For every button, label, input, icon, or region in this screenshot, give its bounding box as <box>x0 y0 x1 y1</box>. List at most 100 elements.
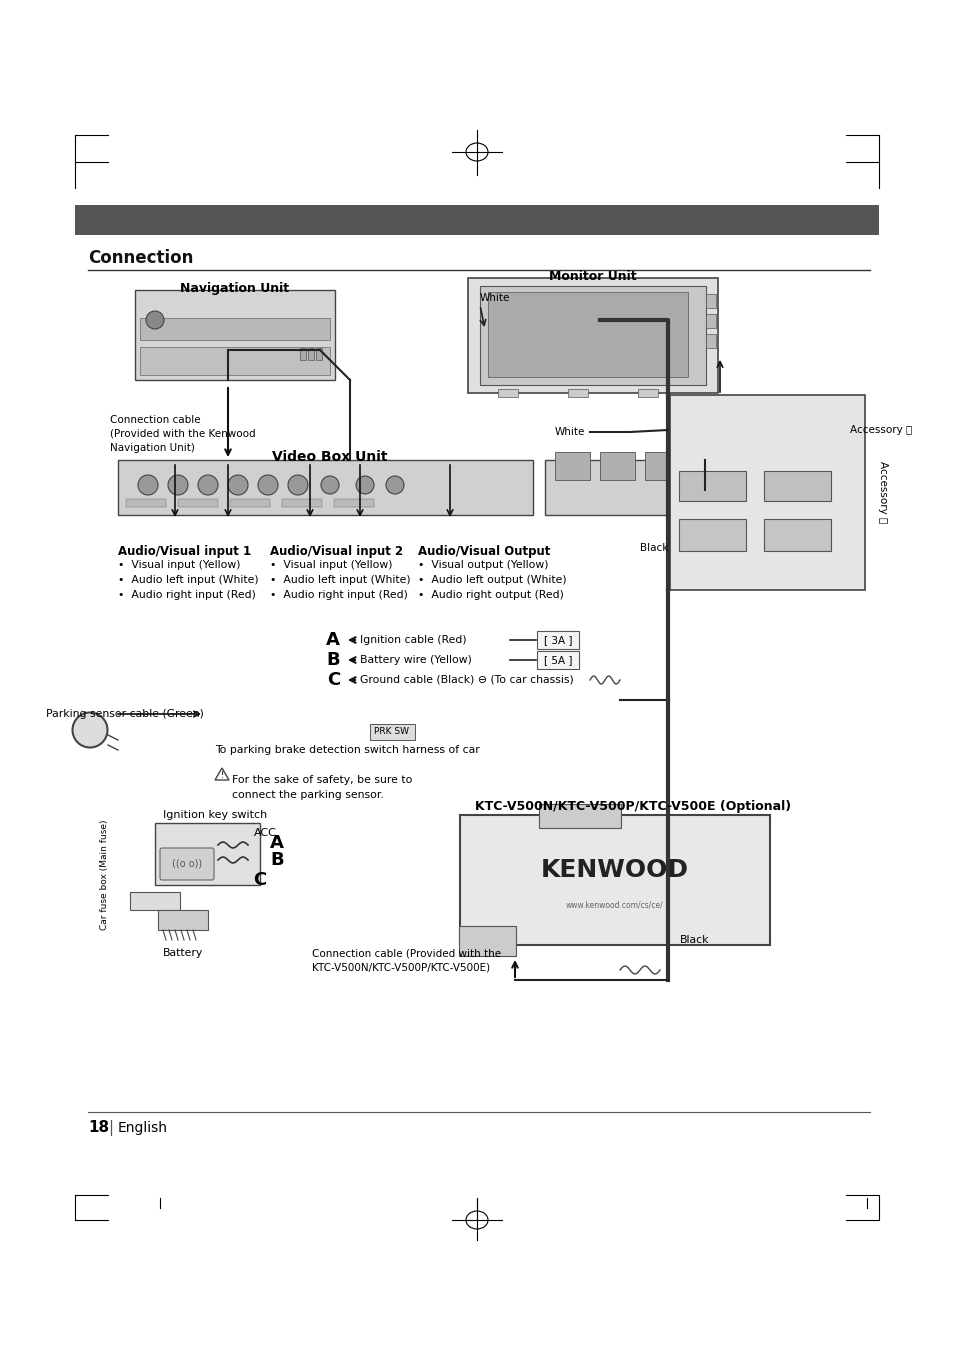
Bar <box>497 389 517 397</box>
Text: connect the parking sensor.: connect the parking sensor. <box>232 790 383 801</box>
Text: Ignition cable (Red): Ignition cable (Red) <box>359 634 466 645</box>
FancyBboxPatch shape <box>763 471 830 501</box>
FancyBboxPatch shape <box>135 290 335 379</box>
Bar <box>705 315 716 328</box>
Text: •  Audio left input (White): • Audio left input (White) <box>270 575 410 585</box>
Text: B: B <box>270 850 283 869</box>
Text: C: C <box>253 871 266 890</box>
FancyBboxPatch shape <box>537 651 578 670</box>
Text: www.kenwood.com/cs/ce/: www.kenwood.com/cs/ce/ <box>565 900 663 910</box>
Text: Video Box Unit: Video Box Unit <box>272 450 387 464</box>
Text: Accessory Ⓐ: Accessory Ⓐ <box>877 462 887 524</box>
FancyBboxPatch shape <box>468 278 718 393</box>
Text: Audio/Visual Output: Audio/Visual Output <box>417 545 550 558</box>
Text: •  Audio right output (Red): • Audio right output (Red) <box>417 590 563 599</box>
Text: Accessory Ⓑ: Accessory Ⓑ <box>849 425 911 435</box>
Bar <box>488 292 687 377</box>
Ellipse shape <box>228 475 248 495</box>
Text: English: English <box>118 1120 168 1135</box>
Text: A: A <box>326 630 339 649</box>
Bar <box>75 205 878 235</box>
Text: Navigation Unit: Navigation Unit <box>180 282 290 296</box>
Text: Car fuse box (Main fuse): Car fuse box (Main fuse) <box>100 819 110 930</box>
Text: KENWOOD: KENWOOD <box>540 859 688 882</box>
FancyBboxPatch shape <box>160 848 213 880</box>
Text: •  Visual input (Yellow): • Visual input (Yellow) <box>118 560 240 570</box>
Text: •  Audio left input (White): • Audio left input (White) <box>118 575 258 585</box>
Text: Ignition key switch: Ignition key switch <box>163 810 267 819</box>
Text: !: ! <box>220 771 223 780</box>
Bar <box>567 389 587 397</box>
Text: Connection cable (Provided with the
KTC-V500N/KTC-V500P/KTC-V500E): Connection cable (Provided with the KTC-… <box>312 948 500 972</box>
Text: ((o o)): ((o o)) <box>172 859 202 869</box>
Bar <box>140 319 330 340</box>
Bar <box>705 333 716 348</box>
Text: To parking brake detection switch harness of car: To parking brake detection switch harnes… <box>214 745 479 755</box>
Text: Battery wire (Yellow): Battery wire (Yellow) <box>359 655 472 666</box>
Bar <box>705 294 716 308</box>
Text: Parking sensor cable (Green): Parking sensor cable (Green) <box>46 709 204 720</box>
Text: Monitor Unit: Monitor Unit <box>549 270 637 284</box>
FancyBboxPatch shape <box>669 396 864 590</box>
Text: Connection: Connection <box>88 248 193 267</box>
Text: Audio/Visual input 2: Audio/Visual input 2 <box>270 545 403 558</box>
Ellipse shape <box>72 713 108 748</box>
Bar <box>644 452 679 481</box>
Text: White: White <box>554 427 584 437</box>
Bar <box>299 348 306 360</box>
FancyBboxPatch shape <box>544 460 704 514</box>
Ellipse shape <box>355 477 374 494</box>
Ellipse shape <box>146 310 164 329</box>
Text: •  Visual output (Yellow): • Visual output (Yellow) <box>417 560 548 570</box>
Text: For the sake of safety, be sure to: For the sake of safety, be sure to <box>232 775 412 784</box>
FancyBboxPatch shape <box>679 518 745 551</box>
Text: [ 5A ]: [ 5A ] <box>543 655 572 666</box>
Text: Battery: Battery <box>163 948 203 958</box>
Text: C: C <box>327 671 339 689</box>
Bar <box>130 892 180 910</box>
Text: KTC-V500N/KTC-V500P/KTC-V500E (Optional): KTC-V500N/KTC-V500P/KTC-V500E (Optional) <box>475 801 790 813</box>
Bar <box>370 724 415 740</box>
Bar <box>334 500 374 508</box>
Bar <box>599 452 635 481</box>
FancyBboxPatch shape <box>538 805 620 828</box>
Bar <box>158 910 208 930</box>
FancyBboxPatch shape <box>458 926 516 956</box>
Ellipse shape <box>138 475 158 495</box>
Bar <box>140 347 330 375</box>
Ellipse shape <box>320 477 338 494</box>
Text: Black: Black <box>639 543 667 554</box>
Text: Connection cable
(Provided with the Kenwood
Navigation Unit): Connection cable (Provided with the Kenw… <box>110 414 255 454</box>
Bar <box>555 452 589 481</box>
Text: PRK SW: PRK SW <box>375 728 409 737</box>
Bar <box>308 348 314 360</box>
Ellipse shape <box>386 477 403 494</box>
Text: Audio/Visual input 1: Audio/Visual input 1 <box>118 545 251 558</box>
Text: •  Audio right input (Red): • Audio right input (Red) <box>118 590 255 599</box>
Text: •  Audio left output (White): • Audio left output (White) <box>417 575 566 585</box>
FancyBboxPatch shape <box>763 518 830 551</box>
Text: White: White <box>479 293 510 302</box>
Text: 18: 18 <box>88 1120 109 1135</box>
Ellipse shape <box>288 475 308 495</box>
Text: A: A <box>270 834 284 852</box>
Ellipse shape <box>168 475 188 495</box>
Text: ACC: ACC <box>253 828 276 838</box>
Ellipse shape <box>198 475 218 495</box>
FancyBboxPatch shape <box>459 815 769 945</box>
Bar <box>126 500 166 508</box>
Text: B: B <box>326 651 339 670</box>
Text: •  Visual input (Yellow): • Visual input (Yellow) <box>270 560 392 570</box>
Ellipse shape <box>257 475 277 495</box>
Bar <box>230 500 270 508</box>
Text: Ground cable (Black) ⊖ (To car chassis): Ground cable (Black) ⊖ (To car chassis) <box>359 675 573 684</box>
Text: •  Audio right input (Red): • Audio right input (Red) <box>270 590 408 599</box>
FancyBboxPatch shape <box>679 471 745 501</box>
Bar <box>178 500 218 508</box>
Bar <box>315 348 322 360</box>
Text: Black: Black <box>679 936 709 945</box>
FancyBboxPatch shape <box>537 630 578 649</box>
FancyBboxPatch shape <box>118 460 533 514</box>
Bar <box>638 389 658 397</box>
FancyBboxPatch shape <box>154 824 260 886</box>
